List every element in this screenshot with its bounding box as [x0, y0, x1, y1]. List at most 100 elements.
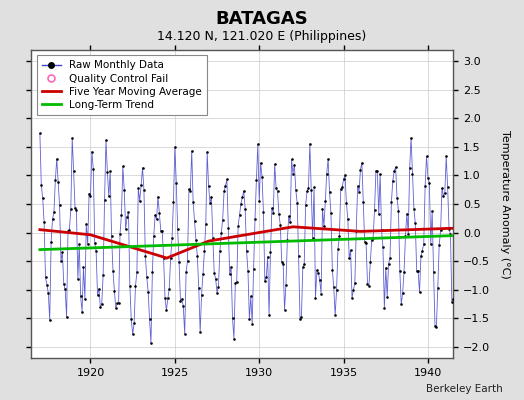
Point	[101, 197, 109, 203]
Point	[81, 295, 89, 302]
Point	[244, 268, 252, 275]
Point	[438, 185, 446, 191]
Point	[217, 230, 225, 236]
Point	[391, 164, 400, 170]
Point	[113, 300, 122, 307]
Point	[95, 286, 103, 292]
Point	[128, 331, 137, 338]
Point	[321, 198, 330, 205]
Point	[143, 274, 151, 280]
Point	[221, 183, 230, 189]
Point	[367, 236, 376, 243]
Point	[145, 316, 154, 322]
Point	[180, 331, 189, 337]
Point	[203, 149, 211, 156]
Point	[386, 255, 394, 262]
Point	[294, 253, 303, 260]
Point	[427, 240, 435, 247]
Point	[172, 179, 180, 186]
Point	[400, 268, 408, 275]
Point	[149, 233, 158, 239]
Point	[136, 198, 144, 204]
Point	[379, 244, 387, 250]
Point	[85, 190, 93, 197]
Point	[54, 179, 62, 186]
Point	[254, 141, 262, 147]
Point	[320, 223, 328, 230]
Point	[381, 264, 390, 271]
Point	[311, 295, 320, 301]
Point	[161, 295, 169, 302]
Point	[340, 176, 348, 182]
Point	[77, 293, 85, 300]
Point	[359, 199, 367, 206]
Point	[356, 166, 365, 173]
Point	[387, 199, 396, 206]
Point	[193, 253, 202, 259]
Text: Berkeley Earth: Berkeley Earth	[427, 384, 503, 394]
Point	[157, 228, 165, 234]
Point	[207, 193, 215, 200]
Point	[199, 271, 207, 278]
Point	[248, 321, 256, 327]
Point	[117, 212, 126, 218]
Point	[349, 286, 357, 293]
Point	[132, 283, 140, 289]
Point	[155, 210, 163, 216]
Point	[148, 269, 157, 275]
Point	[286, 219, 294, 226]
Point	[330, 284, 338, 290]
Point	[264, 254, 272, 260]
Point	[414, 268, 422, 274]
Point	[224, 225, 233, 231]
Point	[58, 249, 67, 256]
Point	[447, 298, 456, 305]
Point	[123, 213, 131, 220]
Point	[358, 160, 366, 166]
Point	[258, 173, 266, 180]
Point	[189, 199, 198, 205]
Point	[141, 252, 149, 259]
Point	[251, 216, 259, 222]
Point	[417, 253, 425, 259]
Point	[133, 269, 141, 276]
Point	[352, 228, 361, 234]
Point	[47, 239, 56, 245]
Point	[279, 260, 287, 267]
Point	[192, 237, 200, 244]
Point	[179, 303, 188, 310]
Point	[169, 199, 178, 205]
Point	[315, 277, 324, 283]
Legend: Raw Monthly Data, Quality Control Fail, Five Year Moving Average, Long-Term Tren: Raw Monthly Data, Quality Control Fail, …	[37, 55, 207, 115]
Point	[50, 209, 58, 216]
Point	[351, 280, 359, 286]
Point	[327, 210, 335, 216]
Point	[126, 283, 134, 289]
Point	[70, 168, 78, 174]
Point	[365, 283, 373, 289]
Point	[299, 264, 307, 270]
Point	[183, 258, 192, 264]
Point	[416, 289, 424, 296]
Point	[235, 212, 244, 218]
Point	[314, 269, 322, 276]
Point	[422, 153, 431, 159]
Point	[355, 188, 363, 195]
Point	[231, 280, 239, 287]
Point	[74, 276, 82, 282]
Point	[206, 200, 214, 206]
Point	[233, 279, 241, 285]
Point	[92, 248, 100, 254]
Point	[336, 186, 345, 192]
Point	[445, 226, 453, 232]
Point	[268, 205, 276, 211]
Point	[162, 307, 171, 313]
Point	[269, 210, 278, 216]
Point	[223, 176, 231, 183]
Point	[36, 130, 44, 136]
Point	[348, 295, 356, 301]
Point	[401, 233, 410, 240]
Point	[99, 272, 107, 278]
Point	[390, 168, 398, 174]
Point	[72, 207, 81, 213]
